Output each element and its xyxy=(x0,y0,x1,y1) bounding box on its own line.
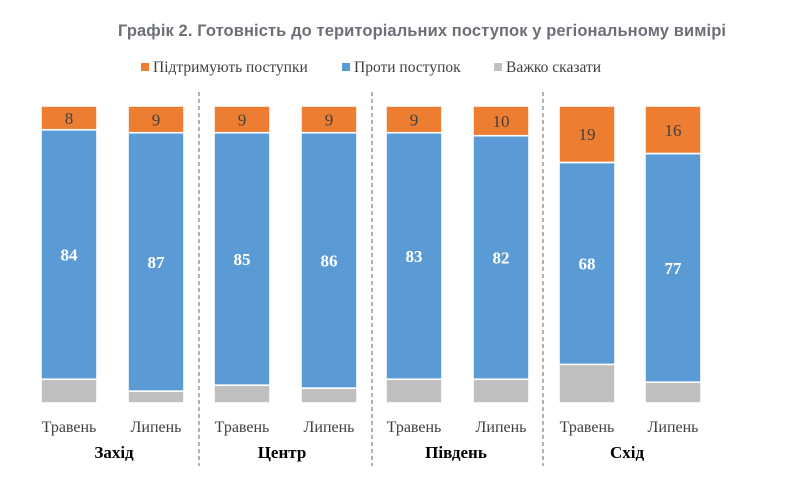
data-label-support: 9 xyxy=(410,110,419,129)
data-label-support: 9 xyxy=(238,110,247,129)
bar-segment-hard-to-say xyxy=(40,378,98,404)
legend-swatch-support xyxy=(141,63,149,71)
category-label: Липень xyxy=(648,419,699,436)
category-label: Травень xyxy=(387,419,442,436)
bar-segment-hard-to-say xyxy=(300,387,358,404)
bar-segment-hard-to-say xyxy=(472,378,530,404)
data-label-support: 16 xyxy=(665,121,682,140)
category-label: Травень xyxy=(215,419,270,436)
data-label-support: 10 xyxy=(493,112,510,131)
bar-segment-support xyxy=(558,105,616,164)
data-label-against: 77 xyxy=(665,259,683,278)
bar-segment-against xyxy=(385,131,443,381)
bar-segment-against xyxy=(213,131,271,386)
legend-label-support: Підтримують поступки xyxy=(153,59,308,76)
bar-segment-hard-to-say xyxy=(385,378,443,404)
group-label: Захід xyxy=(94,443,134,462)
bar-segment-support xyxy=(644,105,702,155)
bar-segment-hard-to-say xyxy=(558,363,616,404)
data-label-against: 82 xyxy=(493,248,510,267)
group-label: Центр xyxy=(258,443,307,462)
category-label: Травень xyxy=(560,419,615,436)
bar-segment-hard-to-say xyxy=(127,390,185,404)
legend-swatch-against xyxy=(342,63,350,71)
data-label-support: 8 xyxy=(65,109,74,128)
category-label: Липень xyxy=(131,419,182,436)
data-label-against: 68 xyxy=(579,254,596,273)
data-label-support: 19 xyxy=(579,125,596,144)
data-label-support: 9 xyxy=(152,110,161,129)
data-label-against: 86 xyxy=(321,251,338,270)
bar-segment-against xyxy=(40,128,98,381)
data-label-against: 87 xyxy=(148,253,166,272)
bar-segment-support xyxy=(40,105,98,131)
group-label: Схід xyxy=(610,443,645,462)
data-label-against: 83 xyxy=(406,247,423,266)
bar-segment-support xyxy=(385,105,443,134)
bar-segment-support xyxy=(300,105,358,134)
bar-segment-support xyxy=(213,105,271,134)
legend-label-hard-to-say: Важко сказати xyxy=(506,59,601,76)
data-label-against: 85 xyxy=(234,250,251,269)
bar-segment-hard-to-say xyxy=(644,381,702,404)
bar-segment-against xyxy=(558,161,616,366)
data-label-against: 84 xyxy=(61,246,79,265)
category-label: Травень xyxy=(42,419,97,436)
legend-label-against: Проти поступок xyxy=(354,59,461,76)
bar-segment-support xyxy=(127,105,185,134)
data-label-support: 9 xyxy=(325,110,334,129)
bar-segment-hard-to-say xyxy=(213,384,271,404)
category-label: Липень xyxy=(476,419,527,436)
bar-segment-against xyxy=(472,134,530,381)
bar-segment-against xyxy=(644,152,702,384)
category-label: Липень xyxy=(304,419,355,436)
bar-segment-against xyxy=(300,131,358,389)
legend-swatch-hard-to-say xyxy=(494,63,502,71)
bar-segment-support xyxy=(472,105,530,137)
chart-title: Графік 2. Готовність до територіальних п… xyxy=(118,22,727,40)
group-label: Південь xyxy=(425,443,487,462)
